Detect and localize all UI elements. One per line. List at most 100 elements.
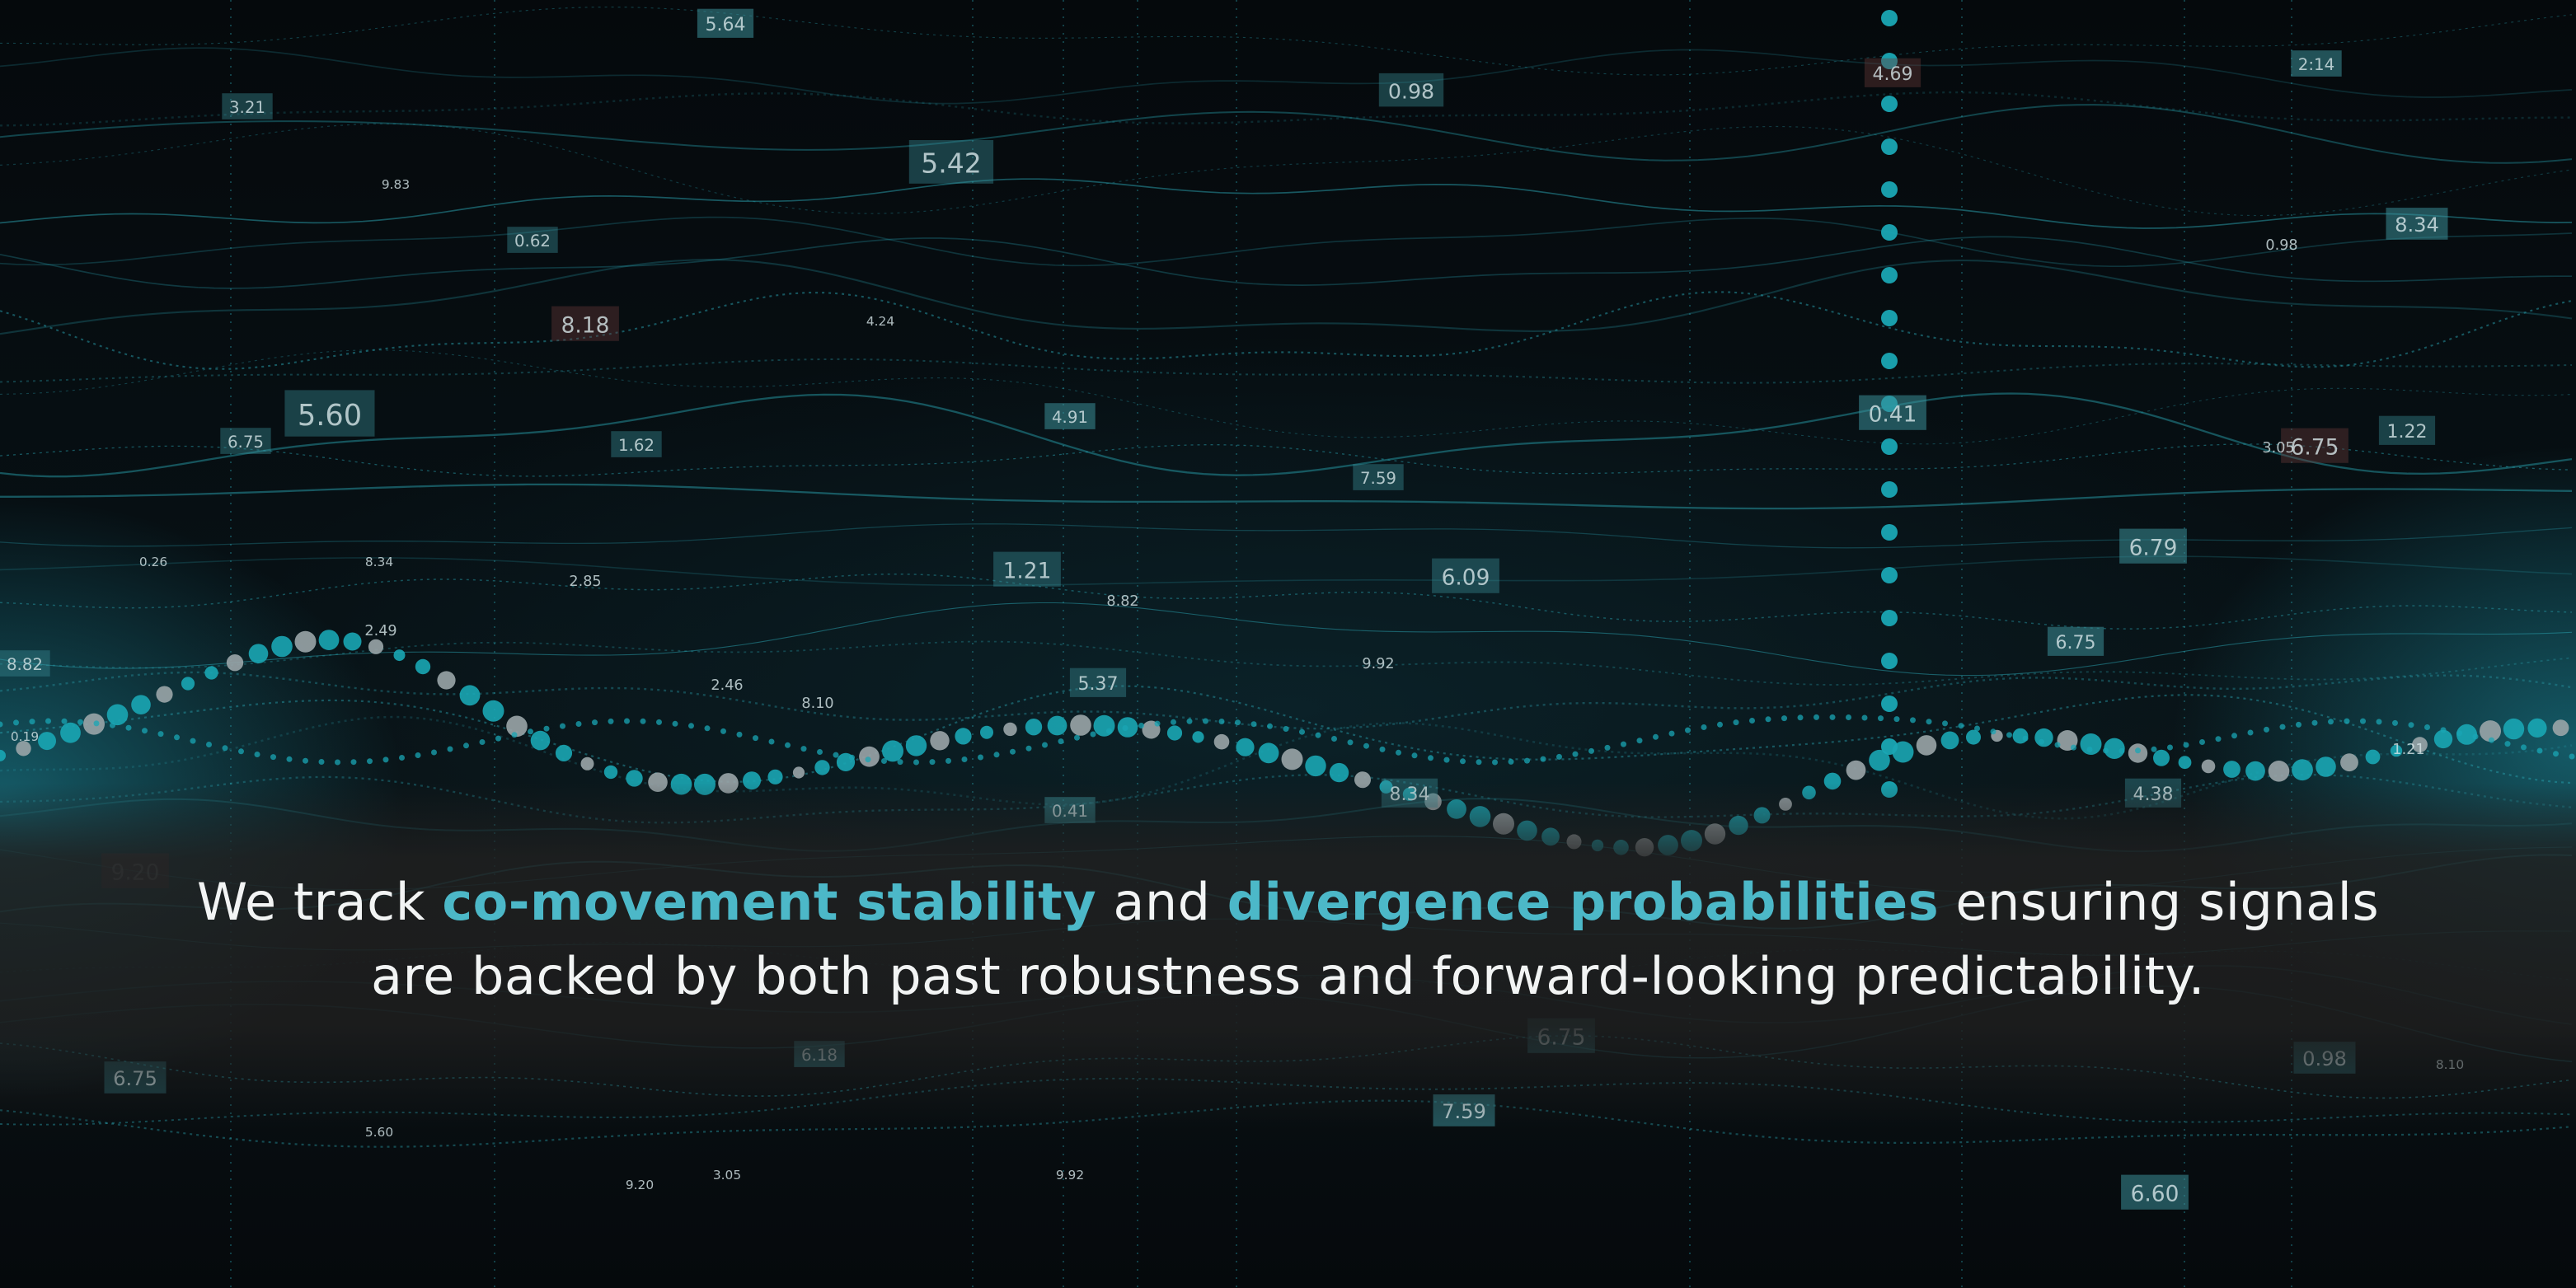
floating-value: 5.60	[284, 390, 375, 437]
wave-dot	[106, 704, 129, 726]
small-wave-dot	[1990, 728, 1997, 735]
value-box	[1069, 667, 1127, 697]
small-wave-dot	[511, 732, 518, 738]
value-text: 8.34	[365, 555, 393, 569]
small-wave-dot	[1717, 721, 1723, 728]
small-wave-dot	[318, 759, 325, 765]
floating-value: 4.91	[1044, 403, 1096, 429]
value-text: 0.98	[2265, 237, 2297, 254]
signal-line	[0, 671, 2573, 730]
wave-dot	[626, 770, 643, 787]
signal-line	[0, 178, 2573, 229]
small-wave-dot	[2199, 739, 2205, 745]
small-wave-dot	[849, 754, 855, 761]
small-wave-dot	[833, 752, 839, 758]
signal-line	[0, 349, 2573, 445]
wave-dot	[2503, 718, 2525, 740]
floating-value: 9.20	[626, 1178, 654, 1192]
small-wave-dot	[270, 754, 276, 761]
wave-dot	[1213, 733, 1230, 750]
floating-value: 8.34	[2386, 208, 2448, 240]
small-wave-dot	[2215, 736, 2222, 742]
column-dot	[1881, 696, 1898, 712]
wave-dot	[2456, 724, 2477, 745]
tagline-part-2: and	[1096, 872, 1227, 932]
small-wave-dot	[929, 759, 936, 766]
small-wave-dot	[1653, 733, 1659, 740]
wave-dot	[930, 731, 950, 751]
wave-dot	[1281, 748, 1303, 770]
small-wave-dot	[13, 719, 19, 726]
wave-dot	[859, 746, 880, 767]
small-wave-dot	[2231, 733, 2237, 739]
small-wave-dot	[1250, 721, 1257, 728]
small-wave-dot	[1733, 719, 1739, 726]
wave-dot	[814, 760, 830, 775]
value-text: 5.60	[298, 399, 362, 433]
small-wave-dot	[2376, 719, 2382, 725]
small-wave-dot	[1797, 714, 1804, 721]
wave-dot	[2365, 749, 2381, 765]
small-wave-dot	[1878, 715, 1884, 722]
small-wave-dot	[431, 749, 437, 756]
small-wave-dot	[399, 755, 405, 761]
small-wave-dot	[125, 724, 132, 731]
column-dot	[1881, 653, 1898, 669]
signal-line	[0, 483, 2573, 510]
signal-line	[0, 104, 2573, 164]
value-text: 0.98	[1388, 79, 1434, 103]
value-box	[2378, 415, 2436, 445]
floating-value: 7.59	[1353, 464, 1404, 490]
wave-dot	[1846, 760, 1866, 780]
small-wave-dot	[2504, 741, 2511, 747]
wave-dot	[2390, 744, 2403, 757]
value-text: 8.82	[7, 655, 43, 674]
small-wave-dot	[2071, 744, 2076, 751]
wave-dot	[2178, 756, 2192, 770]
column-dot	[1881, 567, 1898, 583]
wave-dot	[343, 632, 362, 651]
wave-dot	[2268, 761, 2290, 782]
wave-dot	[38, 732, 56, 751]
small-wave-dot	[2489, 737, 2494, 743]
wave-dot	[1003, 722, 1017, 737]
small-wave-dot	[1846, 714, 1851, 720]
wave-dot	[248, 644, 269, 663]
small-wave-dot	[367, 758, 373, 765]
small-wave-dot	[1604, 744, 1611, 751]
small-wave-dot	[2311, 719, 2318, 726]
floating-value: 8.82	[0, 650, 50, 677]
value-text: 4.69	[1873, 64, 1913, 85]
wave-dot	[459, 685, 481, 706]
small-wave-dot	[1572, 751, 1579, 757]
wave-dot	[1192, 731, 1204, 743]
value-text: 2.85	[569, 574, 601, 590]
small-wave-dot	[1588, 747, 1594, 754]
small-wave-dot	[1025, 745, 1032, 752]
small-wave-dot	[2135, 747, 2141, 754]
signal-line	[0, 259, 2573, 335]
small-wave-dot	[1267, 723, 1273, 729]
floating-value: 4.24	[866, 314, 894, 329]
small-wave-dot	[1042, 742, 1048, 748]
small-wave-dot	[560, 723, 565, 729]
small-wave-dot	[110, 722, 115, 728]
value-text: 5.42	[921, 148, 981, 180]
value-box	[1378, 73, 1444, 107]
value-box	[993, 551, 1061, 587]
column-dot	[1881, 438, 1898, 455]
small-wave-dot	[2521, 744, 2527, 751]
small-wave-dot	[2167, 744, 2173, 751]
small-wave-dot	[222, 745, 228, 752]
floating-value: 6.09	[1432, 558, 1499, 593]
small-wave-dot	[736, 731, 743, 738]
small-wave-dot	[592, 719, 598, 726]
value-box	[551, 306, 619, 341]
wave-dot	[1166, 725, 1183, 741]
value-text: 4.24	[866, 314, 894, 329]
value-text: 0.41	[1869, 401, 1917, 427]
value-text: 1.21	[2392, 742, 2424, 758]
value-text: 6.09	[1442, 564, 1490, 590]
value-text: 3.05	[2262, 440, 2294, 457]
value-box	[1432, 558, 1499, 593]
